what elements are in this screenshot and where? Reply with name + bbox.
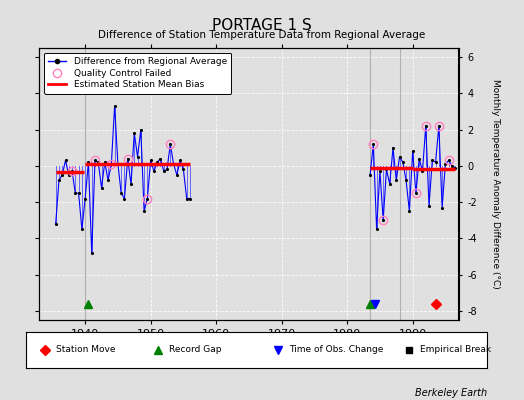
Text: Station Move: Station Move [56,346,116,354]
Y-axis label: Monthly Temperature Anomaly Difference (°C): Monthly Temperature Anomaly Difference (… [491,79,500,289]
Text: Time of Obs. Change: Time of Obs. Change [289,346,384,354]
Text: Empirical Break: Empirical Break [420,346,492,354]
Text: Difference of Station Temperature Data from Regional Average: Difference of Station Temperature Data f… [99,30,425,40]
Text: Record Gap: Record Gap [169,346,222,354]
Text: PORTAGE 1 S: PORTAGE 1 S [212,18,312,33]
Text: Berkeley Earth: Berkeley Earth [415,388,487,398]
Legend: Difference from Regional Average, Quality Control Failed, Estimated Station Mean: Difference from Regional Average, Qualit… [44,52,232,94]
